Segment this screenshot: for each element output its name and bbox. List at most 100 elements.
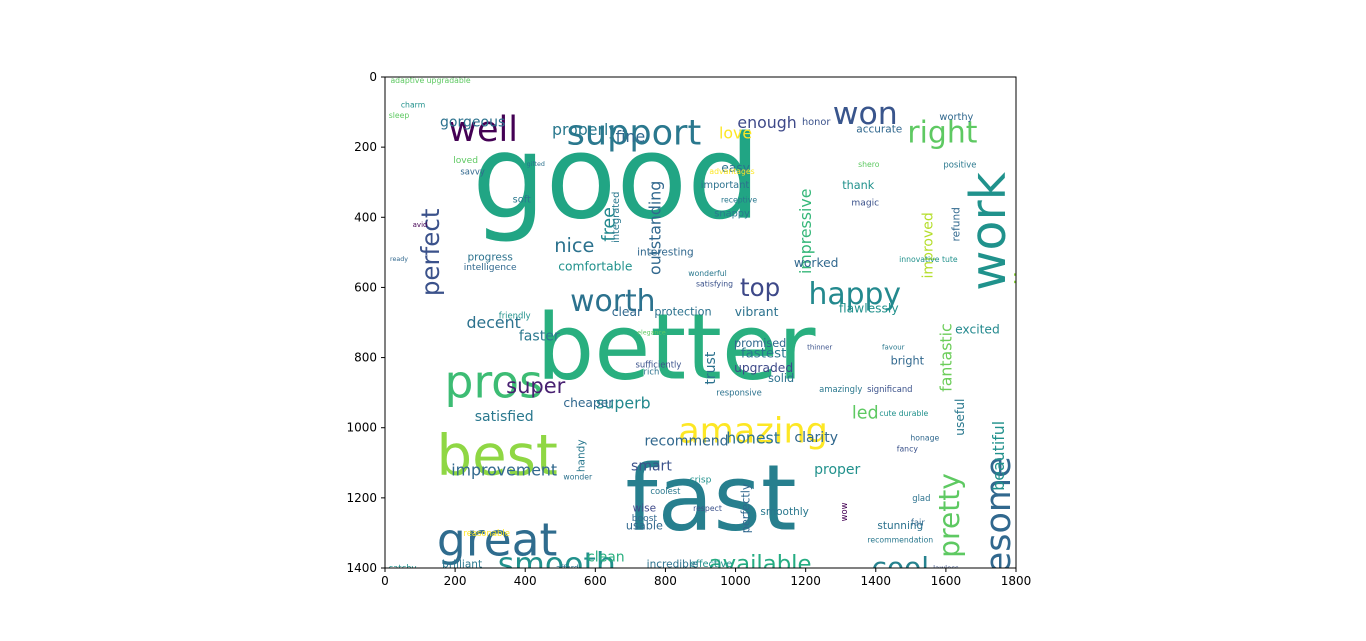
word-90: responsive (716, 388, 762, 398)
plot-background (385, 77, 1016, 568)
x-tick-label: 400 (514, 574, 537, 588)
word-45: promised (734, 337, 786, 350)
word-100: glad (912, 493, 930, 503)
word-84: handy (575, 439, 587, 472)
word-97: cute durable (879, 409, 928, 418)
word-62: incredible (647, 558, 699, 570)
word-107: sleep (389, 111, 410, 120)
word-81: important (701, 180, 750, 191)
word-68: perfectly (740, 483, 753, 533)
y-tick-label: 1400 (346, 561, 377, 575)
word-104: loved (453, 156, 478, 166)
word-111: wonderful (688, 269, 727, 278)
word-58: usable (626, 519, 663, 532)
word-34: properly (552, 120, 618, 139)
word-38: superb (596, 394, 650, 413)
word-26: nice (554, 234, 594, 257)
word-86: boost (632, 514, 658, 524)
word-89: respect (693, 504, 722, 513)
word-87: coolest (650, 486, 681, 496)
word-22: top (740, 273, 780, 302)
word-108: advantages (709, 167, 754, 176)
word-117: afford (556, 564, 579, 573)
word-93: sufficiently (635, 360, 681, 370)
word-56: cheaper (563, 396, 614, 410)
word-69: easy (721, 161, 750, 175)
word-66: stunning (877, 520, 923, 532)
word-76: worthy (939, 112, 973, 123)
word-7: awesome (978, 456, 1019, 623)
word-113: friendly (499, 310, 531, 320)
word-28: outstanding (645, 181, 664, 275)
word-21: super (506, 373, 566, 398)
word-95: thinner (807, 343, 832, 352)
word-109: receptive (721, 195, 757, 204)
word-13: smooth (498, 546, 616, 582)
word-82: integrated (611, 192, 622, 243)
word-25: satisfied (475, 409, 534, 425)
word-33: enough (737, 113, 796, 132)
word-121: avid (413, 220, 428, 229)
word-9: support (567, 113, 702, 154)
word-49: excited (955, 323, 1000, 337)
word-124: gifted (527, 161, 545, 168)
x-axis: 0 200 400 600 800 1000 1200 1400 1600 1800 (381, 568, 1031, 588)
word-8: amazing (678, 411, 828, 452)
word-114: wonder (563, 472, 593, 481)
word-2: fast (625, 444, 796, 551)
word-61: effective (690, 559, 733, 570)
word-40: recommend (644, 434, 728, 450)
word-73: intelligence (464, 263, 517, 273)
y-tick-label: 0 (369, 70, 377, 84)
word-0: good (472, 112, 761, 246)
word-75: honor (802, 117, 831, 128)
y-tick-label: 1000 (346, 421, 377, 435)
word-39: honest (726, 429, 780, 448)
word-80: snappy (714, 208, 750, 219)
word-99: honage (910, 434, 939, 443)
word-119: wow (839, 502, 849, 521)
word-5: pros (445, 356, 543, 409)
word-115: reasonable (463, 528, 509, 538)
word-1: better (536, 294, 816, 401)
word-44: fastest (741, 347, 786, 362)
y-tick-label: 200 (354, 140, 377, 154)
word-23: improvement (451, 460, 557, 479)
word-3: best (436, 423, 557, 488)
word-4: great (437, 513, 558, 566)
word-12: right (907, 116, 977, 151)
x-tick-label: 600 (584, 574, 607, 588)
word-57: smart (631, 458, 672, 474)
word-19: perfect (416, 208, 445, 296)
y-tick-label: 600 (354, 280, 377, 294)
word-35: gorgeous (440, 115, 505, 131)
word-105: savvy (460, 167, 484, 177)
word-72: progress (467, 252, 512, 264)
word-77: positive (943, 160, 976, 170)
word-71: interesting (637, 246, 694, 258)
word-30: improved (920, 212, 936, 278)
word-94: rich (644, 367, 660, 377)
word-41: led (852, 404, 879, 424)
word-85: wise (633, 502, 656, 514)
x-tick-label: 0 (381, 574, 389, 588)
word-88: crisp (690, 475, 712, 485)
word-60: brilliant (442, 558, 482, 570)
word-96: favour (882, 343, 905, 352)
word-24: decent (467, 313, 521, 332)
x-tick-label: 1400 (861, 574, 892, 588)
word-10: well (448, 109, 518, 150)
y-tick-label: 400 (354, 210, 377, 224)
word-6: work (959, 171, 1017, 290)
word-15: happy (808, 277, 901, 312)
word-120: ready (390, 256, 408, 263)
word-122: shero (858, 160, 880, 169)
word-14: worth (570, 284, 655, 319)
x-tick-label: 800 (654, 574, 677, 588)
word-46: upgraded (734, 361, 793, 375)
word-50: worked (794, 256, 839, 270)
x-tick-label: 1000 (720, 574, 751, 588)
x-tick-label: 1200 (790, 574, 821, 588)
